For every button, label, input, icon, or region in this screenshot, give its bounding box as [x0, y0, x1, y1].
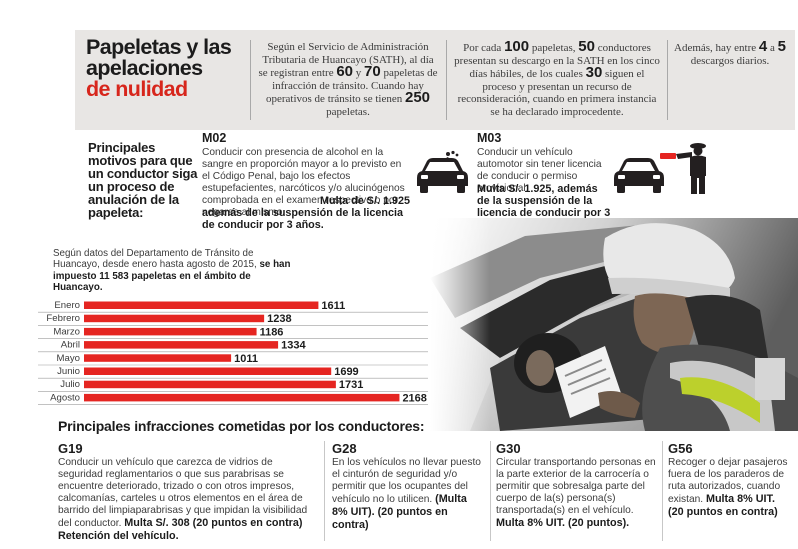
g28-fine: (Multa 8% UIT). (20 puntos en contra) [332, 493, 467, 531]
infraccion-divider [662, 441, 663, 541]
chart-intro-text: Según datos del Departamento de Tránsito… [53, 248, 257, 271]
chart-category-label: Julio [60, 379, 80, 390]
m03-code: M03 [477, 131, 502, 145]
chart-category-label: Enero [54, 300, 80, 311]
g19-fine: Multa S/. 308 (20 puntos en contra) Rete… [58, 517, 303, 542]
chart-bar [84, 354, 232, 362]
title-line-3: de nulidad [86, 77, 188, 101]
chart-bar [84, 380, 336, 389]
chart-category-label: Agosto [50, 392, 80, 403]
g30-code: G30 [496, 441, 521, 456]
header-divider [667, 40, 668, 120]
infraccion-divider [324, 441, 325, 541]
chart-category-label: Febrero [46, 313, 80, 324]
infracciones-title: Principales infracciones cometidas por l… [58, 418, 425, 434]
title-line-1: Papeletas y las [86, 35, 232, 59]
title-line-2: apelaciones [86, 56, 203, 80]
chart-intro-bold: se han impuesto 11 583 papeletas en el á… [53, 259, 291, 293]
g28-text: En los vehículos no llevar puesto el cin… [332, 457, 481, 531]
g19-code: G19 [58, 441, 83, 456]
chart-category-label: Abril [61, 340, 80, 351]
chart-category-label: Mayo [57, 353, 80, 364]
chart-bar [84, 367, 332, 375]
chart-bar [84, 314, 265, 323]
header-divider [446, 40, 447, 120]
chart-value-label: 2168 [402, 392, 426, 404]
g30-text: Circular transportando personas en la pa… [496, 457, 656, 529]
chart-value-label: 1011 [234, 353, 258, 365]
g30-fine: Multa 8% UIT. (20 puntos). [496, 517, 630, 529]
chart-bar [84, 393, 400, 402]
page-title: Papeletas y las apelaciones de nulidad [86, 35, 256, 101]
chart-value-label: 1611 [321, 300, 345, 312]
drunk-driver-car-icon [417, 150, 468, 193]
header-column-descargos: Por cada 100 papeletas, 50 conductores p… [454, 38, 660, 118]
chart-value-label: 1238 [267, 313, 291, 325]
g56-text: Recoger o dejar pasajeros fuera de los p… [668, 457, 788, 518]
chart-intro: Según datos del Departamento de Tránsito… [53, 248, 293, 293]
monthly-tickets-chart: Enero 1611 Febrero 1238 Marzo 1186 Abril 1334 Ma… [38, 300, 428, 405]
header-divider [250, 40, 251, 120]
g28-code: G28 [332, 441, 357, 456]
m02-text: Conducir con presencia de alcohol en la … [202, 147, 405, 218]
chart-value-label: 1186 [260, 326, 284, 338]
chart-category-label: Marzo [53, 326, 80, 337]
chart-category-label: Junio [57, 366, 80, 377]
chart-bar [84, 327, 257, 336]
g19-text: Conducir un vehículo que carezca de vidr… [58, 457, 308, 542]
m02-fine: Multa de S/. 1.925 además de la suspensi… [202, 195, 411, 231]
header-column-diarios: Además, hay entre 4 a 5 descargos diario… [674, 38, 786, 67]
motivos-heading: Principales motivos para que un conducto… [88, 140, 198, 220]
police-stop-car-icon [614, 143, 706, 194]
police-officer-photo [430, 218, 798, 431]
header-column-sath: Según el Servicio de Administración Trib… [258, 41, 438, 118]
chart-value-label: 1731 [339, 379, 363, 391]
chart-value-label: 1334 [281, 340, 306, 352]
g56-fine: Multa 8% UIT. (20 puntos en contra) [668, 493, 778, 518]
m02-code: M02 [202, 131, 227, 145]
infraccion-divider [490, 441, 491, 541]
m03-text: Conducir un vehículo automotor sin tener… [477, 147, 602, 194]
chart-bar [84, 301, 319, 309]
g56-code: G56 [668, 441, 693, 456]
header-band [75, 30, 795, 130]
chart-value-label: 1699 [334, 366, 358, 378]
chart-bar [84, 341, 279, 349]
